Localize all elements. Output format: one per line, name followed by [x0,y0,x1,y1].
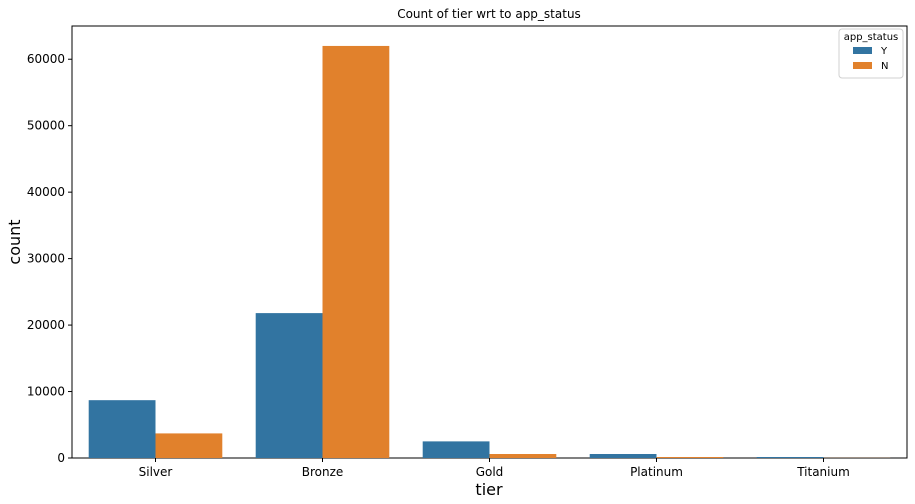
legend: app_status YN [838,28,904,79]
bar-titanium-y [756,457,824,458]
x-axis: Silver Bronze Gold Platinum Titanium [139,458,850,479]
y-tick-label: 0 [57,451,65,465]
x-tick-label: Silver [139,465,173,479]
legend-swatch-y [853,47,872,54]
bar-bronze-n [322,45,390,458]
bar-platinum-y [589,454,657,458]
legend-swatch-n [853,62,872,69]
bar-gold-y [422,441,490,458]
y-axis-label: count [5,219,24,264]
legend-title: app_status [844,32,899,43]
y-axis: 0 10000 20000 30000 40000 50000 60000 [27,52,72,465]
legend-label-y: Y [880,46,888,57]
x-tick-label: Gold [476,465,504,479]
x-tick-label: Titanium [796,465,850,479]
bar-platinum-n [656,457,724,458]
x-tick-label: Bronze [302,465,344,479]
y-tick-label: 10000 [27,385,65,399]
chart-title: Count of tier wrt to app_status [397,7,581,21]
bar-gold-n [489,454,557,458]
y-tick-label: 50000 [27,119,65,133]
y-tick-label: 40000 [27,185,65,199]
bar-bronze-y [255,313,323,458]
legend-label-n: N [881,61,888,72]
x-tick-label: Platinum [630,465,683,479]
bar-silver-n [155,433,223,458]
y-tick-label: 60000 [27,52,65,66]
plot-frame [71,25,908,459]
x-axis-label: tier [475,480,503,499]
bar-silver-y [88,400,156,458]
bars-group [88,45,891,458]
plot-area: 0 10000 20000 30000 40000 50000 60000 Silver Br… [27,25,908,479]
y-tick-label: 20000 [27,318,65,332]
y-tick-label: 30000 [27,252,65,266]
